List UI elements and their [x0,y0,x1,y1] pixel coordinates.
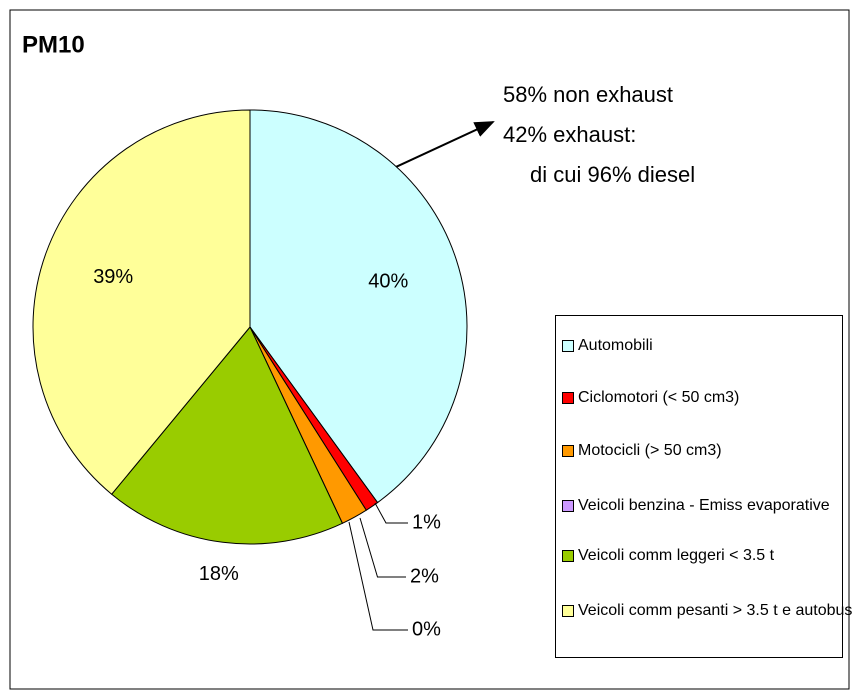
data-label: 2% [410,565,439,587]
data-label: 40% [368,270,408,292]
legend-swatch [562,605,574,617]
legend-swatch [562,392,574,404]
annotation: di cui 96% diesel [530,162,695,187]
legend-swatch [562,550,574,562]
chart-title: PM10 [22,31,85,58]
legend-label: Veicoli comm leggeri < 3.5 t [578,547,775,564]
annotation: 42% exhaust: [503,122,636,147]
pie-slice [32,109,251,495]
legend: Automobili Ciclomotori (< 50 cm3) Motocicl… [555,315,852,658]
data-label: 39% [93,266,133,288]
leader-line [359,517,406,578]
legend-item: Automobili [562,336,853,356]
pie-slice [110,326,344,545]
data-label: 0% [412,618,441,640]
legend-label: Motocicli (> 50 cm3) [578,442,722,459]
legend-item: Veicoli benzina - Emiss evaporative [562,496,853,516]
legend-item: Veicoli comm leggeri < 3.5 t [562,546,853,566]
legend-item: Motocicli (> 50 cm3) [562,441,853,461]
annotation: 58% non exhaust [503,82,673,107]
legend-label: Veicoli benzina - Emiss evaporative [578,497,830,514]
legend-label: Ciclomotori (< 50 cm3) [578,389,740,406]
leader-line [348,521,408,631]
legend-item: Veicoli comm pesanti > 3.5 t e autobus [562,601,853,621]
legend-swatch [562,500,574,512]
legend-swatch [562,445,574,457]
legend-label: Veicoli comm pesanti > 3.5 t e autobus [578,602,853,619]
legend-item: Ciclomotori (< 50 cm3) [562,388,853,408]
legend-swatch [562,340,574,352]
data-label: 18% [199,563,239,585]
pie-slice [249,109,468,504]
data-label: 1% [412,511,441,533]
legend-label: Automobili [578,337,653,354]
leader-line [374,502,408,524]
